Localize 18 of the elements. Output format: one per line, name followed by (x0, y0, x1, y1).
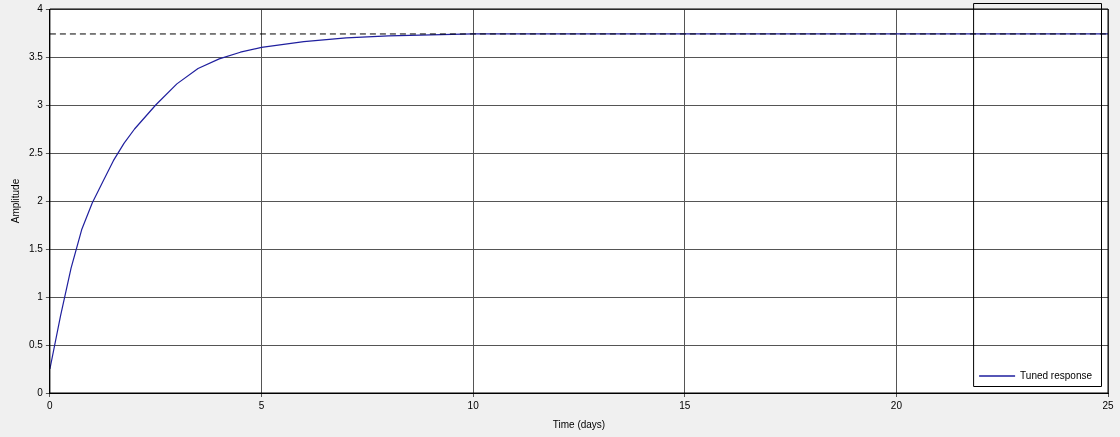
x-tick-label: 0 (47, 399, 54, 411)
x-tick-label: 25 (1102, 399, 1114, 411)
x-tick-label: 20 (890, 399, 903, 411)
y-tick-label: 4 (37, 2, 44, 14)
y-tick-label: 1 (37, 290, 44, 302)
y-axis-title: Amplitude (9, 178, 21, 224)
y-tick-label: 1.5 (29, 242, 44, 254)
x-tick-label: 5 (258, 399, 265, 411)
y-tick-label: 3 (37, 98, 44, 110)
x-tick-label: 15 (679, 399, 691, 411)
y-tick-label: 3.5 (29, 50, 44, 62)
y-tick-label: 0 (37, 386, 44, 398)
y-tick-label: 2.5 (29, 146, 44, 158)
y-tick-label: 0.5 (29, 338, 44, 350)
x-axis-title: Time (days) (552, 418, 606, 430)
legend-label: Tuned response (1020, 369, 1093, 381)
y-tick-label: 2 (37, 194, 44, 206)
x-tick-label: 10 (467, 399, 480, 411)
